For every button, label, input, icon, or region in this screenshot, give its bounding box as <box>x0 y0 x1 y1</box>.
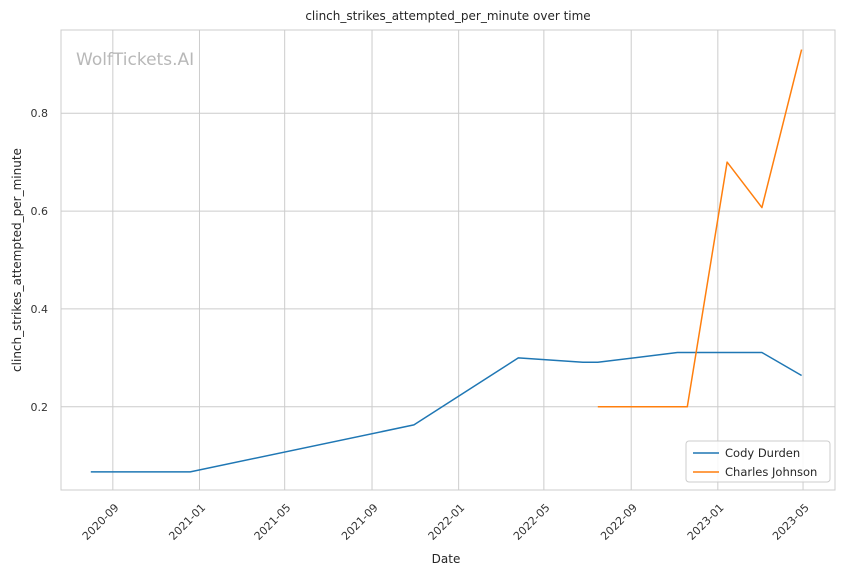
x-gridlines <box>112 30 804 490</box>
y-tick-label: 0.4 <box>31 303 49 316</box>
x-tick-label: 2023-01 <box>685 501 727 543</box>
y-tick-label: 0.6 <box>31 205 49 218</box>
x-tick-label: 2022-01 <box>426 501 468 543</box>
chart-title: clinch_strikes_attempted_per_minute over… <box>305 9 590 23</box>
x-tick-label: 2020-09 <box>80 501 122 543</box>
x-tick-label: 2022-09 <box>598 501 640 543</box>
y-tick-label: 0.8 <box>31 107 49 120</box>
x-tick-label: 2023-05 <box>770 501 812 543</box>
series-line-cody-durden <box>90 351 802 473</box>
x-tick-label: 2021-09 <box>339 501 381 543</box>
series-line-charles-johnson <box>597 49 803 408</box>
legend-box <box>685 440 831 483</box>
legend-label-charles-johnson: Charles Johnson <box>725 465 817 479</box>
series-layer <box>90 49 803 473</box>
watermark: WolfTickets.AI <box>76 50 194 70</box>
legend-label-cody-durden: Cody Durden <box>725 446 800 460</box>
y-axis-label: clinch_strikes_attempted_per_minute <box>10 148 24 372</box>
y-gridlines <box>61 112 835 408</box>
x-tick-label: 2022-05 <box>511 501 553 543</box>
y-tick-labels: 0.2 0.4 0.6 0.8 <box>31 107 49 414</box>
x-axis-label: Date <box>432 552 461 566</box>
plot-background <box>61 30 835 490</box>
y-tick-label: 0.2 <box>31 401 49 414</box>
plot-frame <box>60 29 836 491</box>
legend: Cody Durden Charles Johnson <box>685 440 831 483</box>
x-tick-label: 2021-05 <box>252 501 294 543</box>
x-tick-label: 2021-01 <box>167 501 209 543</box>
x-tick-labels: 2020-09 2021-01 2021-05 2021-09 2022-01 2022-… <box>80 501 812 543</box>
